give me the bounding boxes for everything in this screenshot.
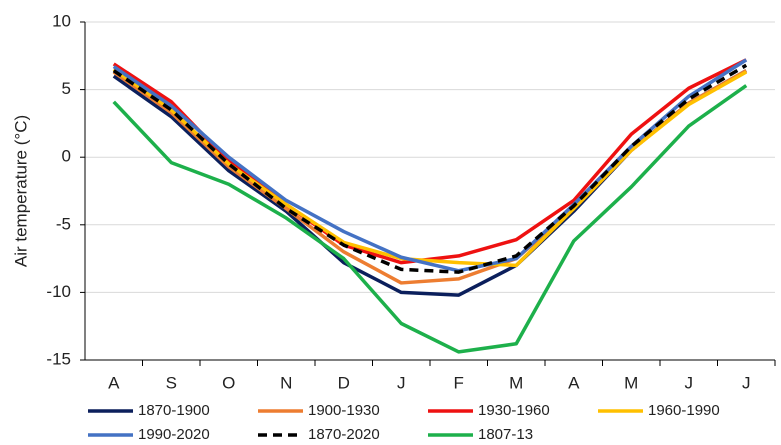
legend-label: 1900-1930 [308,402,380,419]
legend-label: 1807-13 [478,426,533,443]
y-tick-label: 5 [62,79,71,98]
x-tick-label: O [222,373,235,392]
series-line [112,63,748,274]
x-tick-label: J [742,373,751,392]
legend-label: 1870-1900 [138,402,210,419]
x-tick-label: M [624,373,638,392]
y-tick-label: 0 [62,147,71,166]
legend-label: 1870-2020 [308,426,380,443]
series-line [112,58,748,265]
series-line [112,58,748,273]
y-tick-label: -10 [46,282,71,301]
x-tick-label: A [108,373,120,392]
x-tick-label: J [685,373,694,392]
y-tick-label: 10 [52,11,71,30]
legend-label: 1960-1990 [648,402,720,419]
series-line [112,84,748,354]
x-tick-label: N [280,373,292,392]
legend-label: 1990-2020 [138,426,210,443]
y-tick-label: -5 [56,214,71,233]
x-tick-label: D [338,373,350,392]
x-tick-label: J [397,373,406,392]
y-axis-label: Air temperature (°C) [11,115,30,267]
x-tick-label: F [454,373,464,392]
x-tick-label: S [166,373,177,392]
x-tick-label: M [509,373,523,392]
y-tick-label: -15 [46,349,71,368]
x-tick-label: A [568,373,580,392]
legend-label: 1930-1960 [478,402,550,419]
